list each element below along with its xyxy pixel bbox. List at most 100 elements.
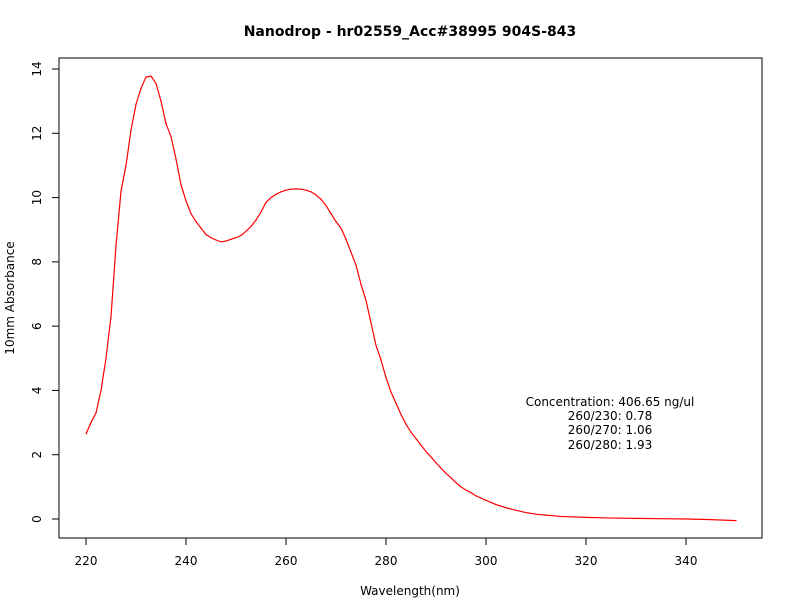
data-point [495, 503, 497, 506]
ratio-260-280-annotation: 260/280: 1.93 [568, 438, 652, 452]
y-axis: 0 2 4 6 8 10 12 14 [30, 61, 60, 523]
data-point [480, 497, 482, 499]
data-point [205, 233, 207, 236]
y-axis-label: 10mm Absorbance [3, 241, 17, 354]
data-point [150, 75, 152, 77]
concentration-annotation: Concentration: 406.65 ng/ul [526, 395, 695, 409]
data-point [425, 450, 427, 453]
x-axis: 220 240 260 280 300 320 340 [75, 537, 698, 568]
data-point [545, 514, 547, 516]
data-point [335, 221, 337, 223]
x-tick-label: 300 [475, 554, 498, 568]
data-point [460, 486, 462, 488]
data-point [270, 196, 272, 199]
data-point [90, 421, 92, 424]
data-point [635, 517, 637, 519]
data-point [385, 376, 387, 379]
x-tick-label: 320 [575, 554, 598, 568]
data-point [215, 239, 217, 241]
data-point [735, 520, 737, 522]
data-point [100, 389, 102, 392]
data-point [155, 82, 157, 85]
data-point [535, 513, 537, 515]
data-point [225, 240, 227, 242]
data-point [265, 201, 267, 203]
data-point [165, 123, 167, 125]
data-point [375, 344, 377, 347]
data-point [280, 191, 282, 193]
data-point [355, 264, 357, 266]
data-point [125, 164, 127, 167]
data-point [685, 518, 687, 520]
data-point [485, 499, 487, 501]
data-point [400, 413, 402, 416]
data-point [710, 519, 712, 521]
data-point [180, 184, 182, 186]
data-points [85, 75, 737, 522]
data-point [260, 211, 262, 213]
data-point [660, 518, 662, 520]
y-tick-label: 4 [30, 387, 44, 395]
data-point [405, 423, 407, 425]
data-point [390, 391, 392, 393]
data-point [290, 188, 292, 190]
x-tick-label: 280 [375, 554, 398, 568]
data-point [410, 431, 412, 433]
data-point [505, 507, 507, 509]
data-point [135, 103, 137, 105]
data-point [475, 495, 477, 497]
data-point [170, 135, 172, 138]
data-point [445, 472, 447, 474]
data-point [85, 433, 87, 435]
data-point [220, 241, 222, 243]
data-point [175, 158, 177, 160]
data-point [330, 213, 332, 215]
data-point [285, 189, 287, 191]
data-point [195, 221, 197, 223]
data-point [415, 438, 417, 440]
data-point [250, 225, 252, 228]
data-point [305, 189, 307, 191]
data-point [450, 477, 452, 479]
data-point [395, 402, 397, 404]
data-point [360, 283, 362, 285]
data-point [110, 315, 112, 318]
data-point [190, 213, 192, 215]
x-tick-label: 340 [675, 554, 698, 568]
ratio-260-230-annotation: 260/230: 0.78 [568, 409, 652, 423]
data-point [420, 444, 422, 446]
x-tick-label: 260 [275, 554, 298, 568]
data-point [585, 516, 587, 518]
data-point [275, 193, 277, 195]
data-point [140, 87, 142, 89]
y-tick-label: 12 [30, 126, 44, 141]
data-point [160, 100, 162, 102]
data-point [455, 482, 457, 484]
y-tick-label: 14 [30, 61, 44, 76]
annotation-block: Concentration: 406.65 ng/ul 260/230: 0.7… [526, 395, 695, 452]
data-point [310, 191, 312, 193]
data-point [200, 227, 202, 229]
data-point [325, 205, 327, 207]
data-point [210, 237, 212, 239]
data-point [145, 76, 147, 78]
data-point [105, 357, 107, 359]
data-point [185, 200, 187, 202]
ratio-260-270-annotation: 260/270: 1.06 [568, 423, 652, 437]
absorbance-line [85, 75, 737, 522]
data-point [255, 219, 257, 221]
data-point [230, 238, 232, 240]
data-point [515, 509, 517, 511]
x-tick-label: 220 [75, 554, 98, 568]
x-axis-label: Wavelength(nm) [360, 584, 460, 598]
data-point [240, 234, 242, 237]
data-point [465, 489, 467, 491]
data-point [95, 412, 97, 414]
data-point [235, 237, 237, 239]
chart-title: Nanodrop - hr02559_Acc#38995 904S-843 [244, 24, 577, 40]
y-tick-label: 2 [30, 451, 44, 459]
data-point [380, 359, 382, 361]
y-tick-label: 10 [30, 190, 44, 205]
data-point [245, 230, 247, 232]
